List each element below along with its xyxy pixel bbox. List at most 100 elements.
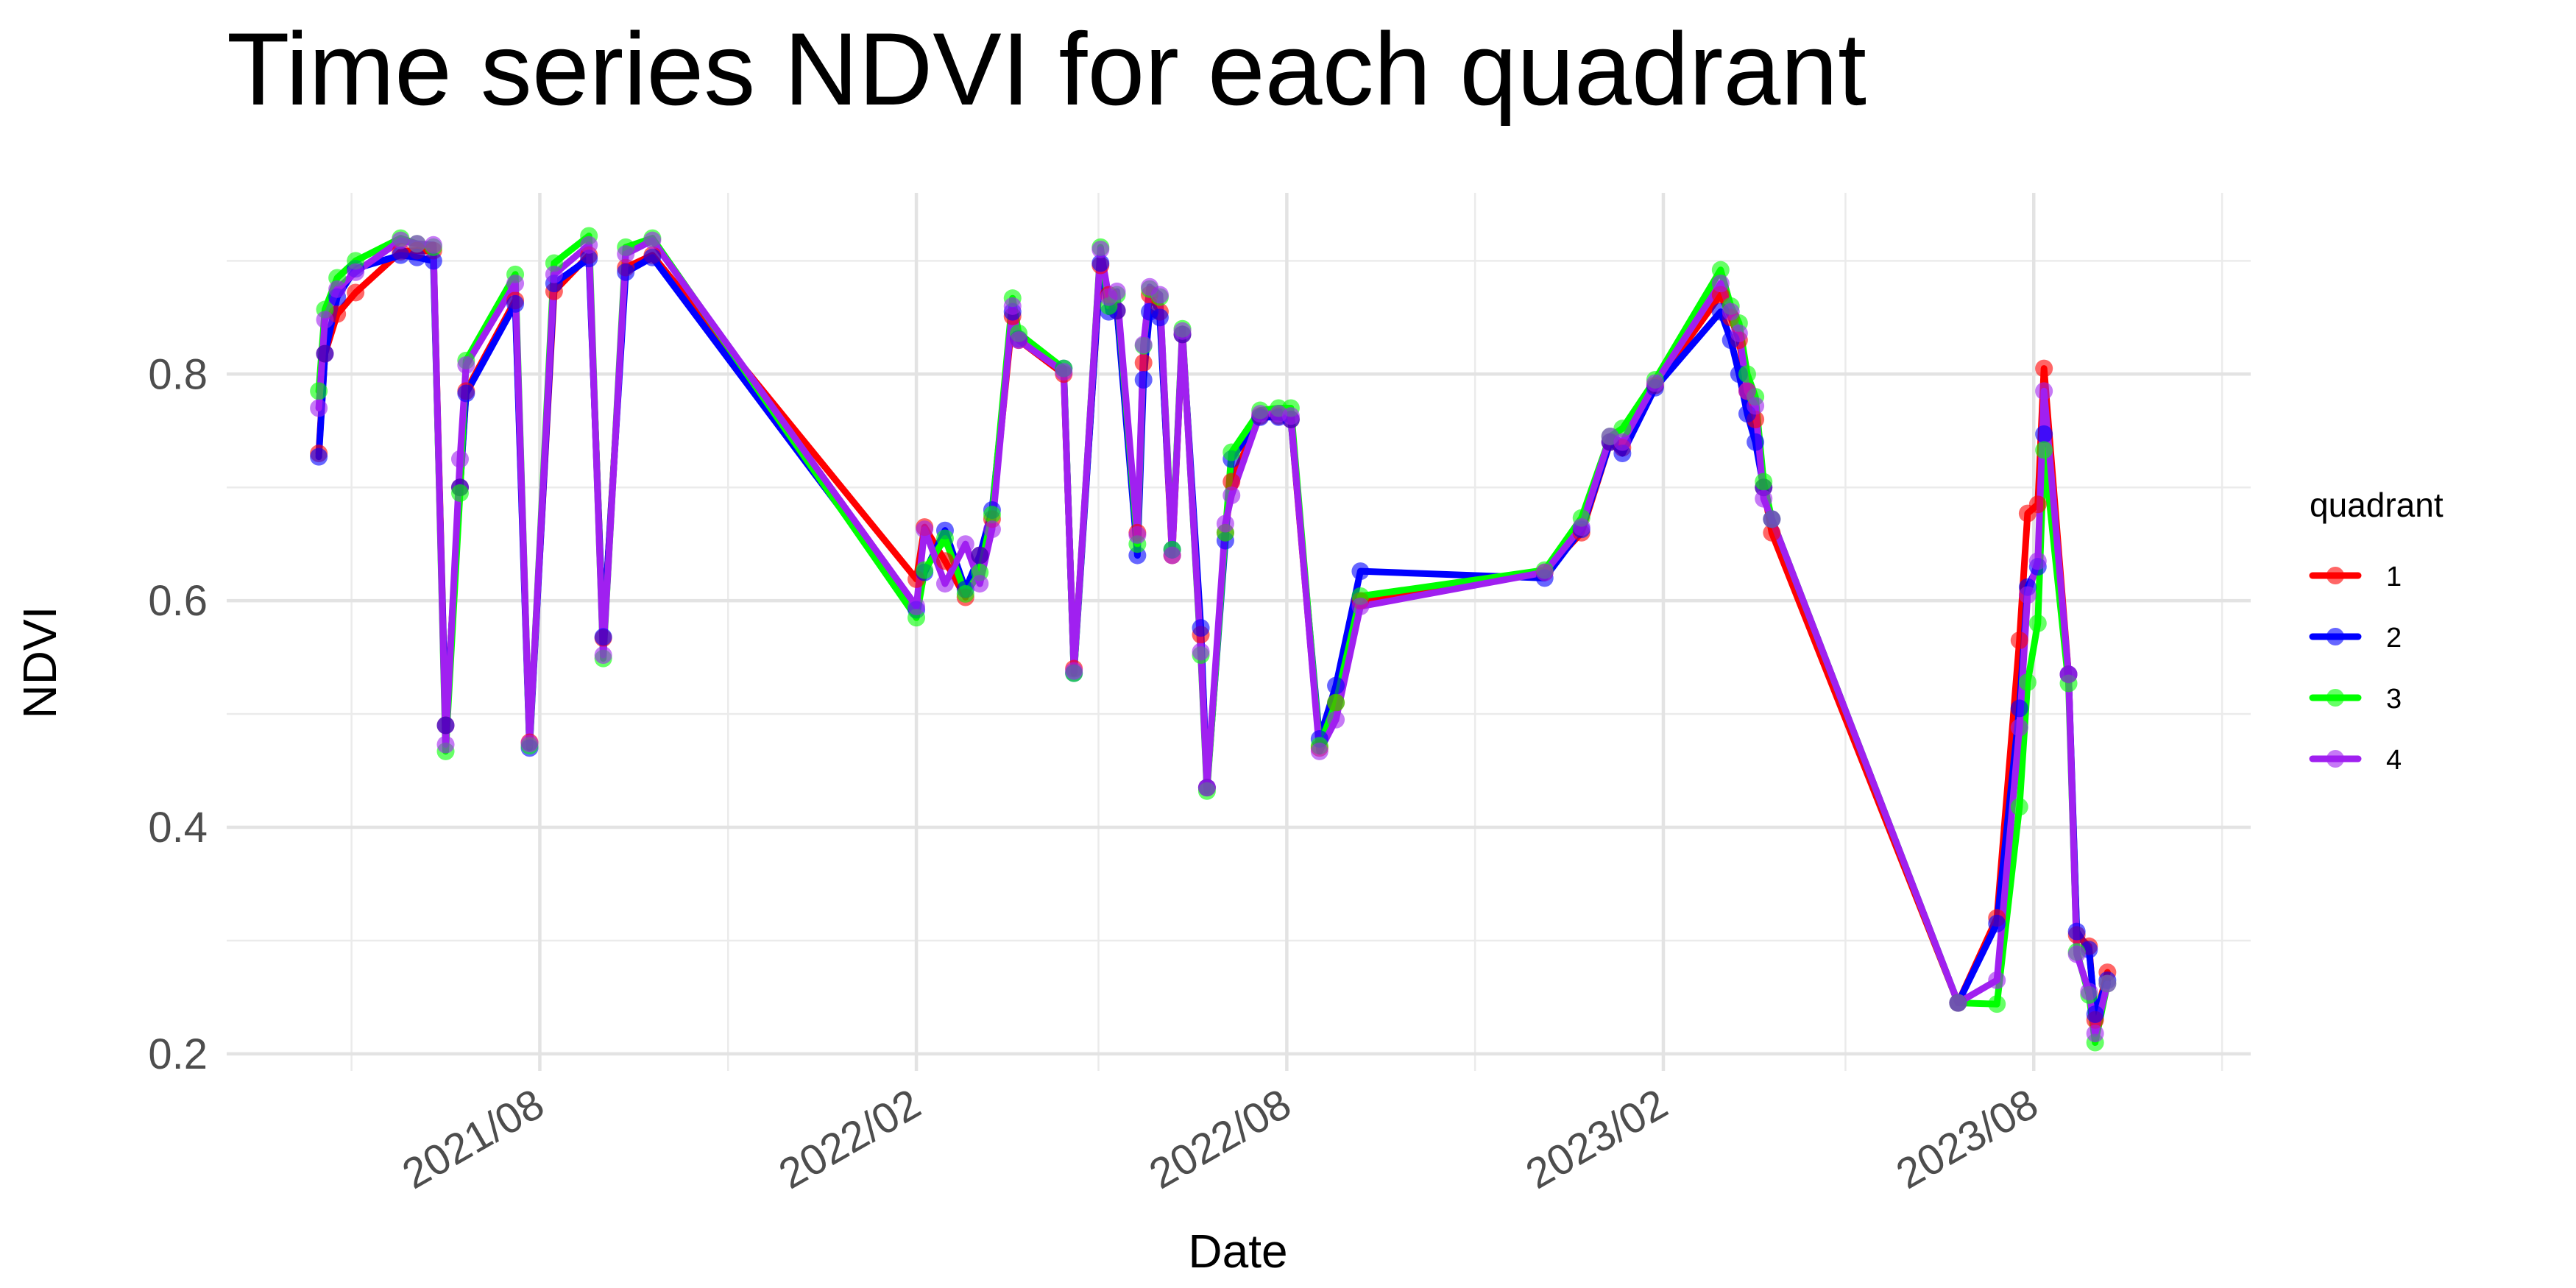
data-point-quadrant-2 [316, 344, 334, 363]
data-point-quadrant-2 [1192, 619, 1210, 637]
data-point-quadrant-2 [1134, 370, 1153, 389]
data-point-quadrant-4 [2080, 983, 2098, 1001]
y-tick-label: 0.8 [148, 350, 208, 398]
data-point-quadrant-2 [457, 384, 475, 403]
data-point-quadrant-2 [2067, 922, 2086, 941]
x-tick-label: 2021/08 [394, 1080, 552, 1198]
data-point-quadrant-2 [1351, 562, 1370, 581]
data-point-quadrant-2 [1150, 308, 1169, 327]
data-point-quadrant-4 [1722, 302, 1740, 321]
y-axis-title: NDVI [13, 606, 66, 719]
data-point-quadrant-4 [1091, 240, 1110, 258]
data-point-quadrant-3 [956, 584, 974, 603]
data-point-quadrant-1 [2028, 495, 2047, 514]
data-point-quadrant-3 [1755, 473, 1773, 491]
data-point-quadrant-4 [1755, 489, 1773, 508]
legend-items: 1 2 3 4 [2309, 562, 2402, 776]
x-tick-label: 2022/02 [771, 1080, 928, 1198]
data-point-quadrant-4 [1988, 971, 2006, 989]
data-point-quadrant-4 [1747, 397, 1765, 415]
data-point-quadrant-2 [2035, 425, 2053, 443]
data-point-quadrant-4 [1128, 526, 1147, 544]
data-point-quadrant-1 [2010, 631, 2028, 650]
chart-title: Time series NDVI for each quadrant [227, 11, 1866, 127]
legend-label-3: 3 [2386, 684, 2402, 715]
data-point-quadrant-4 [971, 575, 989, 593]
data-point-quadrant-1 [2035, 359, 2053, 378]
y-axis-ticks: 0.2 0.4 0.6 0.8 [148, 350, 208, 1078]
data-point-quadrant-4 [2035, 382, 2053, 400]
series-line-4 [315, 237, 2111, 1037]
x-tick-label: 2022/08 [1142, 1080, 1299, 1198]
data-point-quadrant-4 [1535, 563, 1554, 581]
data-point-quadrant-2 [310, 447, 328, 466]
data-point-quadrant-4 [1310, 742, 1328, 760]
data-point-quadrant-2 [392, 246, 410, 264]
data-point-quadrant-4 [1738, 382, 1756, 400]
data-point-quadrant-2 [1747, 433, 1765, 451]
data-point-quadrant-4 [2059, 665, 2078, 684]
data-point-quadrant-4 [907, 597, 926, 615]
data-point-quadrant-4 [328, 280, 347, 298]
legend-key-point [2326, 567, 2344, 584]
data-point-quadrant-2 [2010, 699, 2028, 718]
legend-key-point [2326, 689, 2344, 707]
data-point-quadrant-4 [1134, 336, 1153, 354]
legend-title: quadrant [2310, 486, 2444, 524]
series-line-3 [315, 233, 2111, 1046]
data-point-quadrant-2 [506, 294, 525, 313]
grid [227, 193, 2251, 1071]
data-point-quadrant-2 [594, 628, 612, 646]
data-point-quadrant-4 [1003, 297, 1022, 315]
data-point-quadrant-4 [1646, 374, 1664, 392]
data-point-quadrant-3 [2035, 441, 2053, 459]
y-tick-label: 0.6 [148, 577, 208, 625]
data-point-quadrant-4 [1730, 324, 1748, 342]
data-point-quadrant-4 [1173, 322, 1192, 340]
data-point-quadrant-4 [1327, 710, 1345, 729]
data-point-quadrant-2 [971, 546, 989, 565]
data-point-quadrant-3 [450, 484, 469, 502]
data-point-quadrant-4 [1222, 486, 1241, 505]
data-point-quadrant-3 [1988, 995, 2006, 1013]
data-point-quadrant-4 [2010, 718, 2028, 737]
data-point-quadrant-2 [643, 248, 662, 266]
data-point-quadrant-3 [1327, 693, 1345, 712]
data-point-quadrant-3 [935, 529, 954, 548]
data-point-quadrant-2 [1091, 254, 1110, 272]
data-point-quadrant-4 [392, 231, 410, 250]
data-point-quadrant-4 [520, 735, 539, 753]
legend-label-2: 2 [2386, 623, 2402, 654]
x-axis-ticks: 2021/08 2022/02 2022/08 2023/02 2023/08 [394, 1080, 2046, 1198]
data-point-quadrant-4 [1197, 779, 1216, 797]
data-point-quadrant-4 [1055, 363, 1073, 381]
legend-key-point [2326, 628, 2344, 645]
data-point-quadrant-3 [310, 382, 328, 400]
data-point-quadrant-4 [2018, 586, 2037, 604]
legend-label-1: 1 [2386, 562, 2402, 592]
data-point-quadrant-4 [643, 231, 662, 250]
data-point-quadrant-4 [1572, 518, 1590, 537]
data-point-quadrant-2 [1327, 676, 1345, 695]
data-point-quadrant-4 [1281, 407, 1300, 425]
data-point-quadrant-4 [1216, 514, 1234, 533]
data-point-quadrant-4 [1351, 597, 1370, 615]
data-point-quadrant-4 [2028, 552, 2047, 570]
data-point-quadrant-4 [916, 520, 934, 539]
data-point-quadrant-4 [2067, 945, 2086, 963]
data-point-quadrant-4 [1763, 510, 1781, 528]
data-point-quadrant-1 [935, 552, 954, 570]
data-point-quadrant-4 [457, 355, 475, 374]
data-point-quadrant-4 [617, 245, 635, 263]
legend: quadrant 1 2 3 4 [2309, 486, 2444, 776]
data-point-quadrant-2 [2086, 1005, 2104, 1024]
data-point-quadrant-4 [594, 646, 612, 665]
data-point-quadrant-4 [956, 535, 974, 553]
data-point-quadrant-1 [1134, 353, 1153, 372]
x-axis-title: Date [1188, 1225, 1287, 1278]
data-point-quadrant-2 [436, 716, 455, 735]
data-point-quadrant-4 [1065, 662, 1083, 680]
series-line-2 [315, 252, 2111, 1018]
data-point-quadrant-4 [310, 399, 328, 417]
